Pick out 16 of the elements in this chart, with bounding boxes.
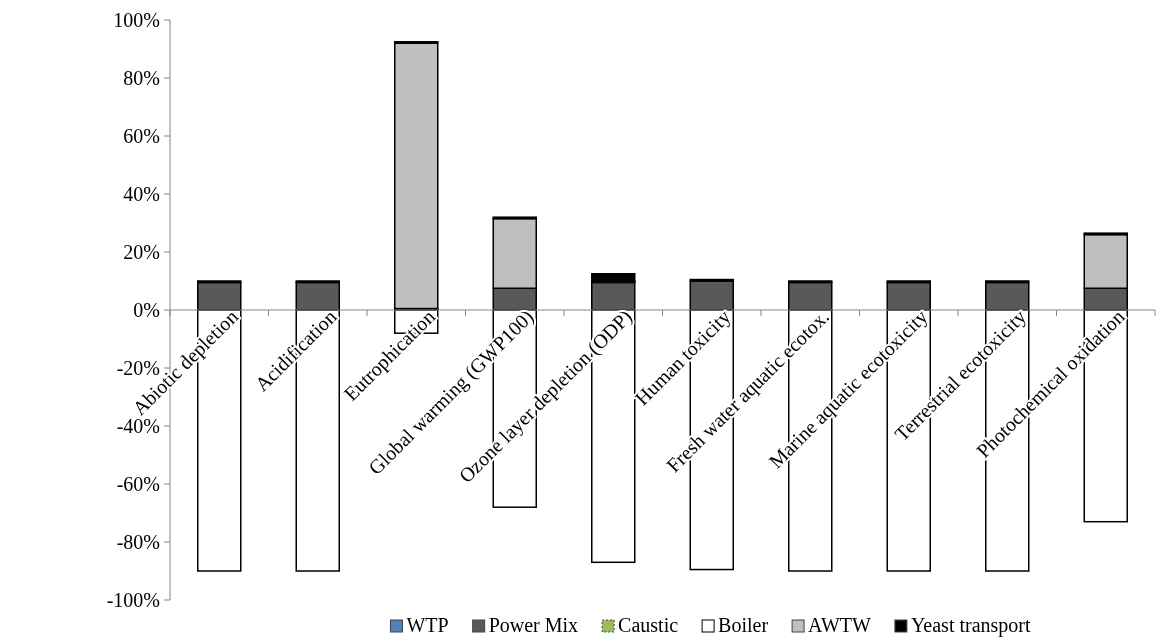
legend-label: Caustic xyxy=(618,614,679,636)
legend-label: WTP xyxy=(406,614,449,636)
y-tick-label: -80% xyxy=(116,531,160,553)
y-tick-label: 40% xyxy=(123,183,160,205)
y-tick-label: 0% xyxy=(133,299,160,321)
legend-label: Power Mix xyxy=(488,614,579,636)
y-tick-label: 60% xyxy=(123,125,160,147)
legend-label: Yeast transport xyxy=(910,614,1031,637)
y-tick-label: 80% xyxy=(123,67,160,89)
y-tick-label: -40% xyxy=(116,415,160,437)
y-tick-label: 20% xyxy=(123,241,160,263)
y-tick-label: 100% xyxy=(113,9,160,31)
y-tick-label: -100% xyxy=(106,589,160,611)
legend-label: AWTW xyxy=(808,614,872,636)
y-tick-label: -60% xyxy=(116,473,160,495)
legend-label: Boiler xyxy=(718,614,769,636)
